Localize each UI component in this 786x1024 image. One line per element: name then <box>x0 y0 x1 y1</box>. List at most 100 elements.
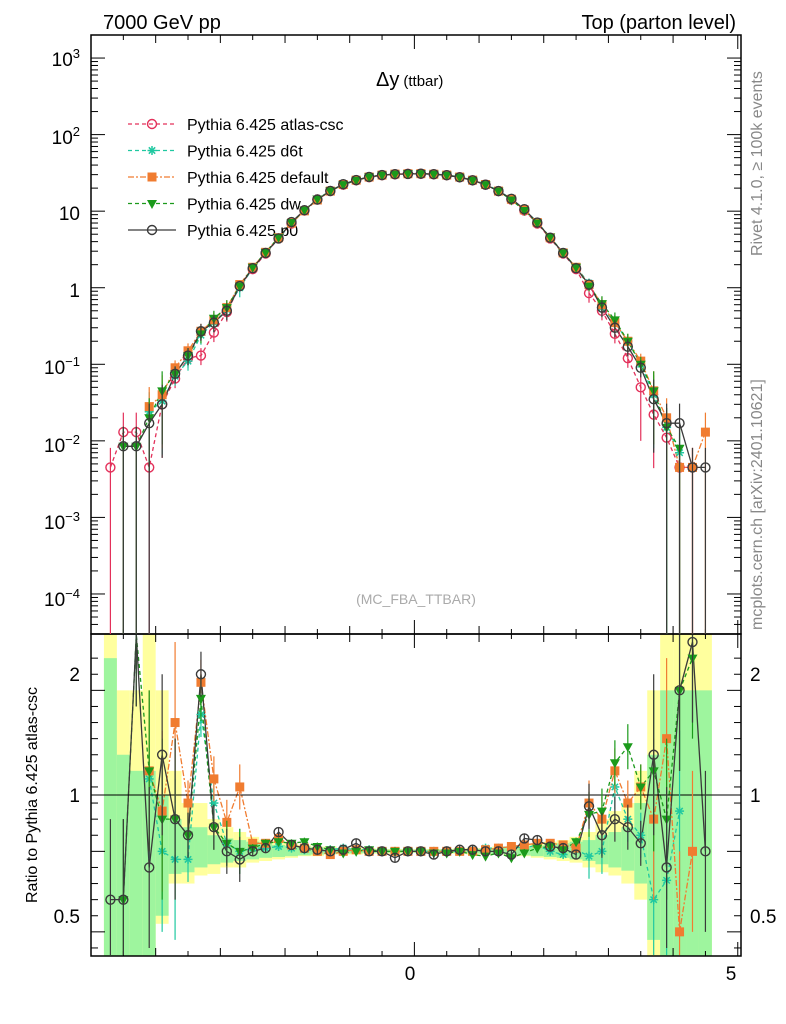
point-pythia-6-425-p0-30 <box>506 193 517 205</box>
ratio-point-pythia-6-425-default-41 <box>675 927 685 937</box>
legend-marker-pythia-6-425-d6t <box>147 146 157 155</box>
point-pythia-6-425-p0-6 <box>195 326 207 337</box>
legend-label-pythia-6-425-dw: Pythia 6.425 dw <box>187 197 301 214</box>
ratio-point-pythia-6-425-p0-31 <box>506 849 517 860</box>
ratio-point-pythia-6-425-p0-46 <box>700 846 711 857</box>
ratio-point-pythia-6-425-p0-23 <box>402 846 414 857</box>
main-y-tick-labels: 103 102 10 1 10−1 10−2 10−3 10−4 <box>44 46 80 611</box>
band-green-39 <box>608 832 622 868</box>
ratio-point-pythia-6-425-p0-24 <box>415 846 427 857</box>
plot-title: Δy (ttbar) <box>376 69 443 91</box>
ratio-point-pythia-6-425-p0-11 <box>247 846 258 857</box>
header-left-title: 7000 GeV pp <box>103 12 221 34</box>
ratio-point-pythia-6-425-default-7 <box>235 782 245 792</box>
line-pythia-6-425-d6t <box>148 172 681 453</box>
legend-label-pythia-6-425-p0: Pythia 6.425 p0 <box>187 223 298 240</box>
point-pythia-6-425-p0-22 <box>402 168 414 180</box>
line-pythia-6-425-p0 <box>123 173 706 469</box>
plot-title-sub: (ttbar) <box>403 73 443 90</box>
point-pythia-6-425-p0-8 <box>221 305 233 316</box>
ratio-point-pythia-6-425-p0-44 <box>674 685 685 696</box>
point-pythia-6-425-p0-14 <box>299 204 310 216</box>
point-pythia-6-425-p0-38 <box>609 322 621 333</box>
ratio-point-pythia-6-425-p0-4 <box>156 749 168 760</box>
ratio-point-pythia-6-425-p0-26 <box>441 846 452 857</box>
main-series-markers <box>105 168 711 634</box>
ratio-point-pythia-6-425-p0-43 <box>661 862 672 873</box>
point-pythia-6-425-p0-39 <box>622 341 634 352</box>
point-pythia-6-425-dw-18 <box>351 176 362 186</box>
ratio-point-pythia-6-425-p0-28 <box>467 844 478 855</box>
point-pythia-6-425-p0-42 <box>661 418 672 429</box>
ratio-ytick-label-1-right: 1 <box>750 786 761 807</box>
point-pythia-6-425-dw-15 <box>312 195 323 205</box>
legend-marker-pythia-6-425-atlas-csc <box>146 118 158 130</box>
ratio-point-pythia-6-425-p0-19 <box>350 838 362 849</box>
ratio-point-pythia-6-425-p0-7 <box>195 669 207 680</box>
point-pythia-6-425-p0-20 <box>376 169 388 181</box>
ratio-point-pythia-6-425-dw-32 <box>532 844 543 854</box>
ratio-series-markers <box>105 635 711 955</box>
point-pythia-6-425-p0-24 <box>428 168 439 180</box>
ratio-point-pythia-6-425-p0-27 <box>454 844 465 855</box>
ratio-point-pythia-6-425-d6t-5-stroke <box>210 799 218 807</box>
point-pythia-6-425-dw-22 <box>402 170 413 180</box>
point-pythia-6-425-p0-1 <box>131 441 142 452</box>
point-pythia-6-425-p0-28 <box>480 179 491 190</box>
line-pythia-6-425-dw <box>123 173 681 449</box>
ratio-point-pythia-6-425-dw-21 <box>389 847 400 857</box>
line-pythia-6-425-default <box>148 173 707 469</box>
point-pythia-6-425-dw-26 <box>454 173 465 183</box>
point-pythia-6-425-dw-29 <box>493 187 504 197</box>
point-pythia-6-425-dw-10 <box>247 263 258 273</box>
ratio-point-pythia-6-425-p0-13 <box>273 826 284 838</box>
ratio-ytick-label-0.5-left: 0.5 <box>54 907 80 928</box>
legend-label-pythia-6-425-d6t: Pythia 6.425 d6t <box>187 144 303 161</box>
rivet-label: Rivet 4.1.0, ≥ 100k events <box>749 71 766 256</box>
ratio-point-pythia-6-425-p0-22 <box>389 852 401 863</box>
ratio-point-pythia-6-425-p0-14 <box>286 839 297 851</box>
ratio-point-pythia-6-425-p0-3 <box>144 862 155 873</box>
point-pythia-6-425-p0-32 <box>532 217 543 228</box>
ratio-point-pythia-6-425-d6t-41 <box>675 806 685 816</box>
watermark: (MC_FBA_TTBAR) <box>356 591 476 607</box>
ratio-point-pythia-6-425-p0-30 <box>493 846 504 857</box>
ratio-point-pythia-6-425-p0-6 <box>182 830 194 841</box>
ratio-point-pythia-6-425-p0-29 <box>480 846 491 857</box>
legend-marker-pythia-6-425-default <box>147 172 157 182</box>
point-pythia-6-425-p0-18 <box>350 174 362 186</box>
ratio-point-pythia-6-425-default-5 <box>209 774 219 784</box>
point-pythia-6-425-p0-25 <box>441 169 452 181</box>
ratio-point-pythia-6-425-dw-31 <box>519 849 530 859</box>
point-pythia-6-425-dw-19 <box>364 173 375 183</box>
point-pythia-6-425-p0-4 <box>169 368 181 380</box>
ratio-point-pythia-6-425-dw-35 <box>571 838 582 848</box>
ratio-point-pythia-6-425-p0-37 <box>583 801 595 812</box>
ratio-point-pythia-6-425-p0-33 <box>532 834 543 846</box>
point-pythia-6-425-atlas-csc-0 <box>105 462 116 473</box>
point-pythia-6-425-dw-24 <box>428 170 439 180</box>
ratio-point-pythia-6-425-p0-16 <box>312 844 323 855</box>
point-pythia-6-425-p0-19 <box>363 171 375 183</box>
main-ytick-label-0.0001: 10−4 <box>44 586 80 611</box>
point-pythia-6-425-p0-15 <box>312 194 323 205</box>
main-ytick-label-100: 102 <box>52 124 80 149</box>
point-pythia-6-425-dw-9 <box>234 282 245 292</box>
header-right-title: Top (parton level) <box>581 12 736 34</box>
main-ytick-label-0.1: 10−1 <box>44 354 80 379</box>
ratio-point-pythia-6-425-p0-20 <box>363 846 375 857</box>
point-pythia-6-425-dw-31 <box>519 207 530 217</box>
point-pythia-6-425-dw-35 <box>571 263 582 273</box>
ratio-point-pythia-6-425-default-8 <box>248 838 258 848</box>
point-pythia-6-425-p0-29 <box>493 185 504 197</box>
ratio-point-pythia-6-425-p0-12 <box>260 842 271 854</box>
point-pythia-6-425-dw-32 <box>532 219 543 229</box>
ratio-point-pythia-6-425-d6t-41-stroke <box>675 807 684 815</box>
point-pythia-6-425-dw-34 <box>558 249 569 259</box>
point-pythia-6-425-dw-14 <box>299 206 310 216</box>
point-pythia-6-425-p0-34 <box>557 247 569 259</box>
point-pythia-6-425-p0-11 <box>260 247 271 259</box>
ratio-point-pythia-6-425-p0-39 <box>609 813 621 825</box>
point-pythia-6-425-atlas-csc-41 <box>635 382 646 393</box>
